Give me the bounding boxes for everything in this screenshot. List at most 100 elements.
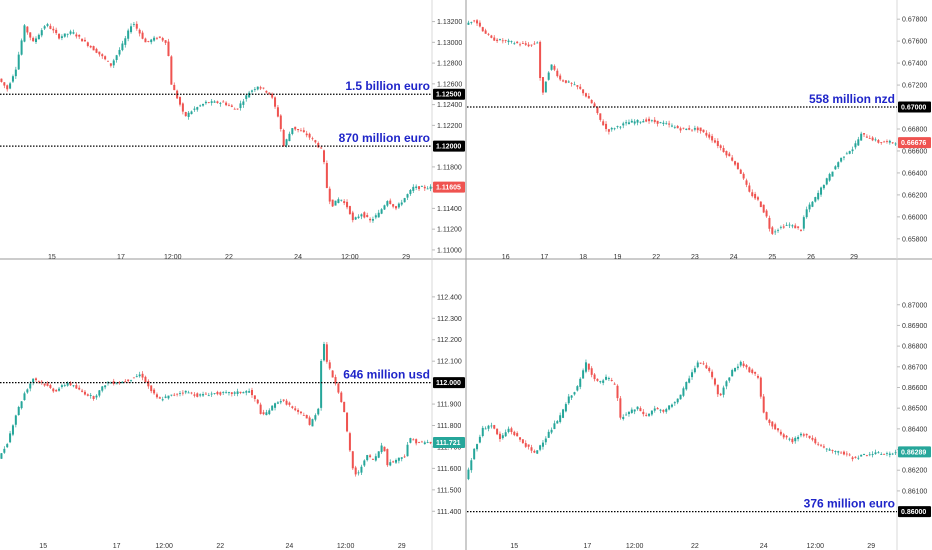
candle-body: [765, 210, 768, 217]
candle-body: [874, 139, 877, 141]
candle-body: [193, 108, 196, 110]
candle-body: [599, 381, 602, 383]
chart-panel-top-left[interactable]: 1.13200 1.13000 1.12800 1.12600 1.12400 1.122…: [0, 0, 466, 259]
candle-body: [204, 393, 207, 395]
candle-body: [888, 140, 891, 143]
candle-body: [202, 394, 205, 396]
candle-body: [567, 396, 570, 404]
candle-body: [227, 104, 230, 106]
candle-body: [271, 93, 274, 98]
x-tick-label: 12:00: [341, 254, 359, 259]
candle-body: [662, 409, 665, 412]
candle-body: [320, 147, 323, 149]
candle-body: [230, 105, 233, 107]
candle-body: [487, 425, 490, 429]
candle-body: [754, 193, 757, 199]
candle-body: [184, 390, 187, 393]
candle-body: [794, 225, 797, 229]
level-price-box: [433, 140, 465, 152]
x-tick-label: 24: [286, 543, 294, 550]
candle-body: [86, 42, 89, 46]
candle-body: [150, 39, 153, 43]
candle-body: [357, 472, 360, 474]
candle-body: [771, 227, 774, 234]
candle-body: [245, 95, 248, 99]
candle-body: [124, 38, 127, 45]
candle-body: [412, 186, 415, 191]
candle-body: [233, 392, 236, 394]
candle-body: [851, 457, 854, 460]
level-price-label: 1.12000: [436, 144, 461, 151]
candle-body: [751, 192, 754, 197]
level-price-box: [433, 377, 465, 389]
candle-body: [544, 438, 547, 443]
candle-body: [642, 411, 645, 415]
candle-body: [808, 435, 811, 438]
candle-body: [693, 128, 696, 130]
x-tick-label: 12:00: [626, 543, 644, 550]
candle-body: [736, 366, 739, 369]
y-tick-label: 0.67800: [902, 17, 927, 24]
candle-body: [14, 415, 17, 425]
y-tick-label: 1.11400: [437, 206, 462, 213]
candle-body: [127, 30, 130, 39]
candle-body: [23, 25, 26, 42]
last-price-label: 111.721: [436, 440, 461, 447]
candle-body: [682, 388, 685, 396]
candle-body: [564, 80, 567, 83]
candle-body: [814, 197, 817, 202]
y-tick-label: 1.11200: [437, 227, 462, 234]
candle-body: [788, 224, 791, 226]
candle-body: [43, 383, 46, 386]
candle-body: [253, 89, 256, 90]
candle-body: [670, 125, 673, 127]
candle-body: [98, 390, 101, 396]
candle-body: [476, 20, 479, 24]
candle-body: [81, 390, 84, 392]
candle-body: [828, 449, 831, 451]
candle-body: [802, 434, 805, 436]
candle-body: [276, 402, 279, 404]
candle-body: [3, 82, 6, 86]
candle-body: [158, 397, 161, 399]
candle-body: [383, 446, 386, 452]
candle-body: [75, 34, 78, 37]
candle-body: [774, 424, 777, 430]
candle-body: [625, 414, 628, 416]
candle-body: [222, 392, 225, 393]
candle-body: [429, 186, 432, 189]
candle-body: [857, 139, 860, 146]
candle-body: [101, 386, 104, 391]
chart-panel-top-right[interactable]: 0.67800 0.67600 0.67400 0.67200 0.66800 0.666…: [467, 0, 932, 259]
chart-panel-bottom-right[interactable]: 0.87000 0.86900 0.86800 0.86700 0.86600 0.865…: [467, 260, 932, 550]
candle-body: [507, 428, 510, 432]
x-tick-label: 22: [691, 543, 699, 550]
candle-body: [279, 115, 282, 130]
candle-body: [478, 22, 481, 27]
candle-body: [420, 186, 423, 188]
candle-body: [170, 56, 173, 85]
candle-body: [346, 201, 349, 208]
y-tick-label: 0.86100: [902, 488, 927, 495]
candle-body: [259, 404, 262, 414]
candle-body: [530, 44, 533, 46]
candle-body: [213, 393, 216, 394]
candle-body: [29, 383, 32, 389]
chart-panel-bottom-left[interactable]: 112.400 112.300 112.200 112.100 111.900 111.8…: [0, 260, 466, 550]
candle-body: [524, 43, 527, 45]
candle-body: [871, 454, 874, 456]
candle-body: [553, 423, 556, 430]
candle-body: [510, 428, 513, 433]
candle-body: [736, 162, 739, 170]
last-price-label: 0.86289: [901, 449, 926, 456]
candle-body: [679, 128, 682, 131]
candle-body: [742, 363, 745, 367]
x-tick-label: 17: [117, 254, 125, 259]
candle-body: [406, 444, 409, 457]
candle-body: [728, 377, 731, 381]
candle-body: [742, 173, 745, 179]
candle-body: [83, 391, 86, 395]
candle-body: [112, 60, 115, 66]
candle-body: [11, 76, 14, 82]
candle-body: [854, 456, 857, 458]
